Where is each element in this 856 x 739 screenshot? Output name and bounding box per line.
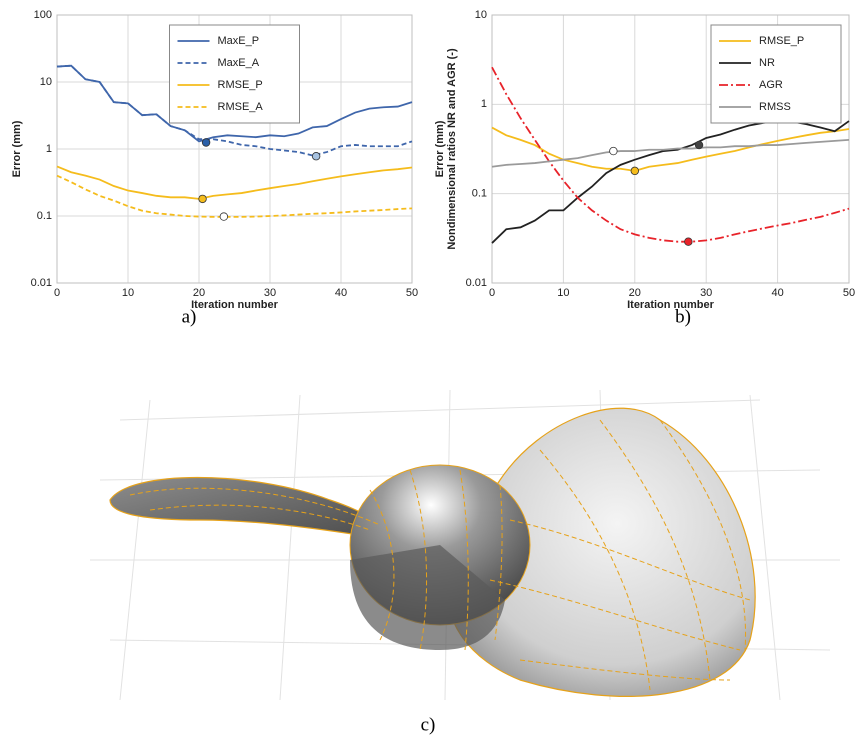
min-marker (312, 152, 320, 160)
series-line (57, 176, 412, 217)
min-marker (199, 195, 207, 203)
legend-label: MaxE_A (218, 57, 260, 69)
legend-label: RMSE_P (218, 79, 263, 91)
y-tick-label: 0.1 (37, 210, 52, 222)
x-tick-label: 50 (843, 287, 855, 299)
x-axis-label: Iteration number (627, 299, 715, 311)
caption: c) (421, 714, 436, 735)
x-tick-label: 50 (406, 287, 418, 299)
legend-label: MaxE_P (218, 35, 260, 47)
y-axis-label: Error (mm) (11, 120, 23, 177)
min-marker (220, 213, 228, 221)
figure: c) 0.010.111010001020304050Iteration num… (0, 0, 856, 739)
x-tick-label: 40 (335, 287, 347, 299)
legend-label: AGR (759, 79, 783, 91)
min-marker (202, 139, 210, 147)
series-line (492, 140, 849, 167)
x-tick-label: 20 (629, 287, 641, 299)
x-tick-label: 40 (771, 287, 783, 299)
x-tick-label: 10 (122, 287, 134, 299)
min-marker (610, 147, 618, 155)
y-tick-label: 10 (40, 76, 52, 88)
legend-label: RMSS (759, 101, 791, 113)
x-axis-label: Iteration number (191, 299, 279, 311)
series-line (492, 121, 849, 243)
y-tick-label: 1 (46, 143, 52, 155)
x-tick-label: 0 (489, 287, 495, 299)
y-axis-label: Nondimensional ratios NR and AGR (-) (446, 48, 458, 250)
y-tick-label: 100 (34, 9, 52, 21)
y-axis-label: Error (mm) (434, 120, 446, 177)
caption: a) (182, 306, 197, 327)
legend-label: RMSE_A (218, 101, 264, 113)
min-marker (685, 238, 693, 246)
y-tick-label: 0.1 (472, 188, 487, 200)
series-line (57, 166, 412, 199)
x-tick-label: 10 (557, 287, 569, 299)
y-tick-label: 10 (475, 9, 487, 21)
y-tick-label: 0.01 (466, 277, 487, 289)
y-tick-label: 0.01 (31, 277, 52, 289)
legend-label: RMSE_P (759, 35, 804, 47)
propeller-render (90, 390, 840, 700)
caption: b) (675, 306, 691, 327)
y-tick-label: 1 (481, 98, 487, 110)
min-marker (631, 167, 639, 175)
x-tick-label: 20 (193, 287, 205, 299)
x-tick-label: 30 (700, 287, 712, 299)
min-marker (695, 141, 703, 149)
x-tick-label: 0 (54, 287, 60, 299)
x-tick-label: 30 (264, 287, 276, 299)
legend-label: NR (759, 57, 775, 69)
